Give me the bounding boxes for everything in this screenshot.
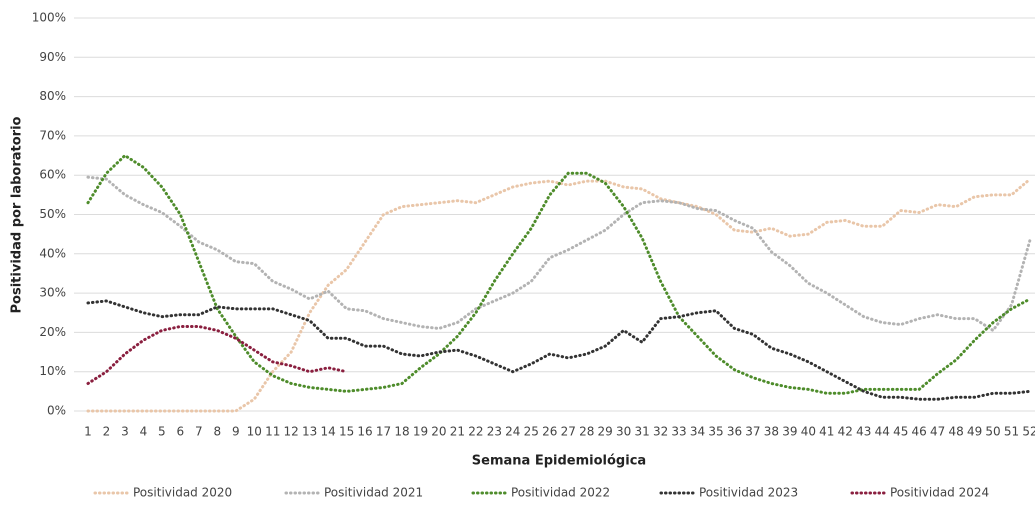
x-tick-label: 50 [985, 425, 1000, 439]
x-tick-label: 52 [1022, 425, 1035, 439]
x-tick-label: 48 [948, 425, 963, 439]
x-tick-label: 41 [819, 425, 834, 439]
x-tick-label: 23 [487, 425, 502, 439]
x-tick-label: 19 [413, 425, 428, 439]
y-tick-label: 50% [39, 207, 66, 221]
x-tick-label: 44 [875, 425, 890, 439]
x-tick-label: 32 [653, 425, 668, 439]
x-tick-label: 39 [782, 425, 797, 439]
x-tick-label: 46 [912, 425, 927, 439]
x-tick-label: 51 [1004, 425, 1019, 439]
x-tick-label: 22 [468, 425, 483, 439]
series-line [86, 175, 1032, 333]
x-tick-label: 10 [247, 425, 262, 439]
x-tick-label: 38 [764, 425, 779, 439]
x-tick-label: 43 [856, 425, 871, 439]
y-tick-label: 40% [39, 246, 66, 260]
x-tick-label: 42 [838, 425, 853, 439]
x-tick-label: 7 [195, 425, 203, 439]
x-tick-label: 11 [265, 425, 280, 439]
x-tick-label: 9 [232, 425, 240, 439]
y-tick-label: 90% [39, 50, 66, 64]
legend-label: Positividad 2023 [699, 486, 798, 500]
x-tick-label: 29 [598, 425, 613, 439]
legend-label: Positividad 2022 [511, 486, 610, 500]
legend-label: Positividad 2021 [324, 486, 423, 500]
x-tick-label: 21 [450, 425, 465, 439]
y-tick-label: 30% [39, 286, 66, 300]
x-tick-label: 2 [103, 425, 111, 439]
y-tick-label: 10% [39, 364, 66, 378]
y-tick-label: 60% [39, 168, 66, 182]
x-tick-label: 31 [634, 425, 649, 439]
legend-label: Positividad 2024 [890, 486, 989, 500]
series-line [86, 325, 349, 385]
x-tick-label: 15 [339, 425, 354, 439]
x-tick-label: 34 [690, 425, 705, 439]
x-tick-label: 13 [302, 425, 317, 439]
x-tick-label: 25 [524, 425, 539, 439]
x-tick-label: 28 [579, 425, 594, 439]
x-tick-label: 4 [140, 425, 148, 439]
x-tick-label: 45 [893, 425, 908, 439]
x-tick-label: 47 [930, 425, 945, 439]
x-tick-label: 6 [177, 425, 185, 439]
x-tick-label: 24 [505, 425, 520, 439]
y-tick-label: 70% [39, 128, 66, 142]
y-tick-label: 80% [39, 89, 66, 103]
x-tick-label: 18 [394, 425, 409, 439]
x-tick-label: 30 [616, 425, 631, 439]
x-tick-label: 20 [431, 425, 446, 439]
y-axis-title: Positividad por laboratorio [10, 116, 25, 313]
x-tick-label: 40 [801, 425, 816, 439]
x-tick-label: 8 [213, 425, 221, 439]
series-line [86, 153, 1032, 395]
x-tick-label: 36 [727, 425, 742, 439]
x-tick-label: 17 [376, 425, 391, 439]
x-tick-label: 16 [357, 425, 372, 439]
legend-label: Positividad 2020 [133, 486, 232, 500]
x-tick-label: 5 [158, 425, 166, 439]
x-tick-label: 3 [121, 425, 129, 439]
x-tick-label: 37 [745, 425, 760, 439]
x-tick-label: 49 [967, 425, 982, 439]
x-tick-label: 14 [320, 425, 335, 439]
x-tick-label: 27 [561, 425, 576, 439]
x-tick-label: 33 [671, 425, 686, 439]
x-tick-label: 35 [708, 425, 723, 439]
series-line [86, 177, 1032, 413]
y-tick-label: 100% [32, 11, 66, 25]
x-tick-label: 12 [284, 425, 299, 439]
series-line [86, 299, 1032, 401]
y-tick-label: 0% [47, 404, 66, 418]
x-tick-label: 26 [542, 425, 557, 439]
x-axis-title: Semana Epidemiológica [472, 454, 646, 469]
x-tick-label: 1 [84, 425, 92, 439]
y-tick-label: 20% [39, 325, 66, 339]
